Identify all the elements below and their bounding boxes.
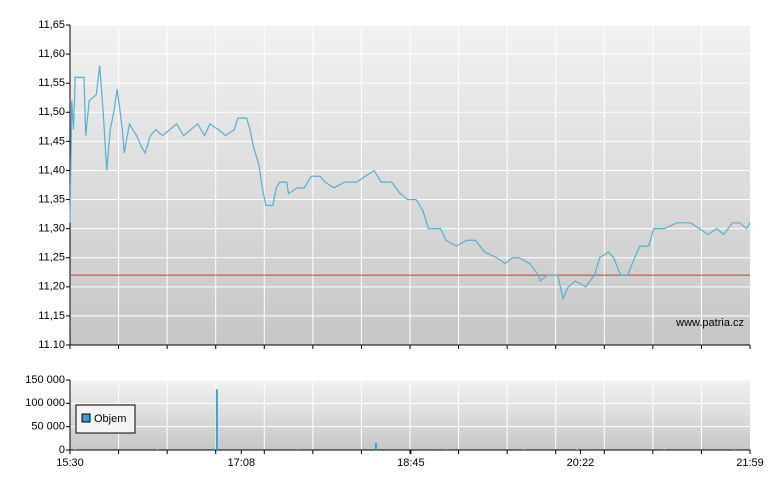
volume-bar: [156, 449, 159, 450]
volume-bar: [663, 449, 666, 450]
x-tick-label: 17:08: [228, 457, 256, 469]
y-tick-label: 11.10: [38, 339, 65, 351]
y-tick-label: 11,25: [38, 252, 65, 264]
volume-bar: [733, 449, 736, 450]
volume-bar: [575, 449, 578, 450]
y-tick-label: 11,40: [38, 164, 65, 176]
y-tick-label: 11,50: [38, 106, 65, 118]
volume-bar: [296, 449, 299, 450]
y-tick-label: 11,35: [38, 193, 65, 205]
x-tick-label: 21:59: [736, 457, 764, 469]
y-tick-label: 150 000: [25, 374, 65, 386]
y-tick-label: 50 000: [31, 421, 65, 433]
x-tick-label: 15:30: [56, 457, 84, 469]
volume-bar: [523, 449, 526, 450]
volume-bar: [444, 449, 447, 450]
y-tick-label: 11,55: [38, 77, 65, 89]
y-tick-label: 11,20: [38, 281, 65, 293]
y-tick-label: 11,65: [38, 19, 65, 31]
y-tick-label: 11,60: [38, 48, 65, 60]
volume-bar: [215, 389, 218, 450]
legend-box: [75, 404, 136, 434]
legend-label: Objem: [94, 413, 126, 425]
y-tick-label: 100 000: [25, 397, 65, 409]
y-tick-label: 0: [59, 444, 65, 456]
volume-bar: [212, 448, 215, 450]
watermark: www.patria.cz: [675, 317, 744, 329]
y-tick-label: 11,45: [38, 135, 65, 147]
x-tick-label: 20:22: [567, 457, 595, 469]
y-tick-label: 11,30: [38, 223, 65, 235]
x-tick-label: 18:45: [397, 457, 425, 469]
price-line: [69, 65, 751, 301]
volume-bar: [374, 443, 377, 450]
y-tick-label: 11,15: [38, 310, 65, 322]
legend: Objem: [75, 404, 136, 434]
legend-swatch: [81, 413, 91, 423]
volume-bar: [74, 449, 77, 450]
